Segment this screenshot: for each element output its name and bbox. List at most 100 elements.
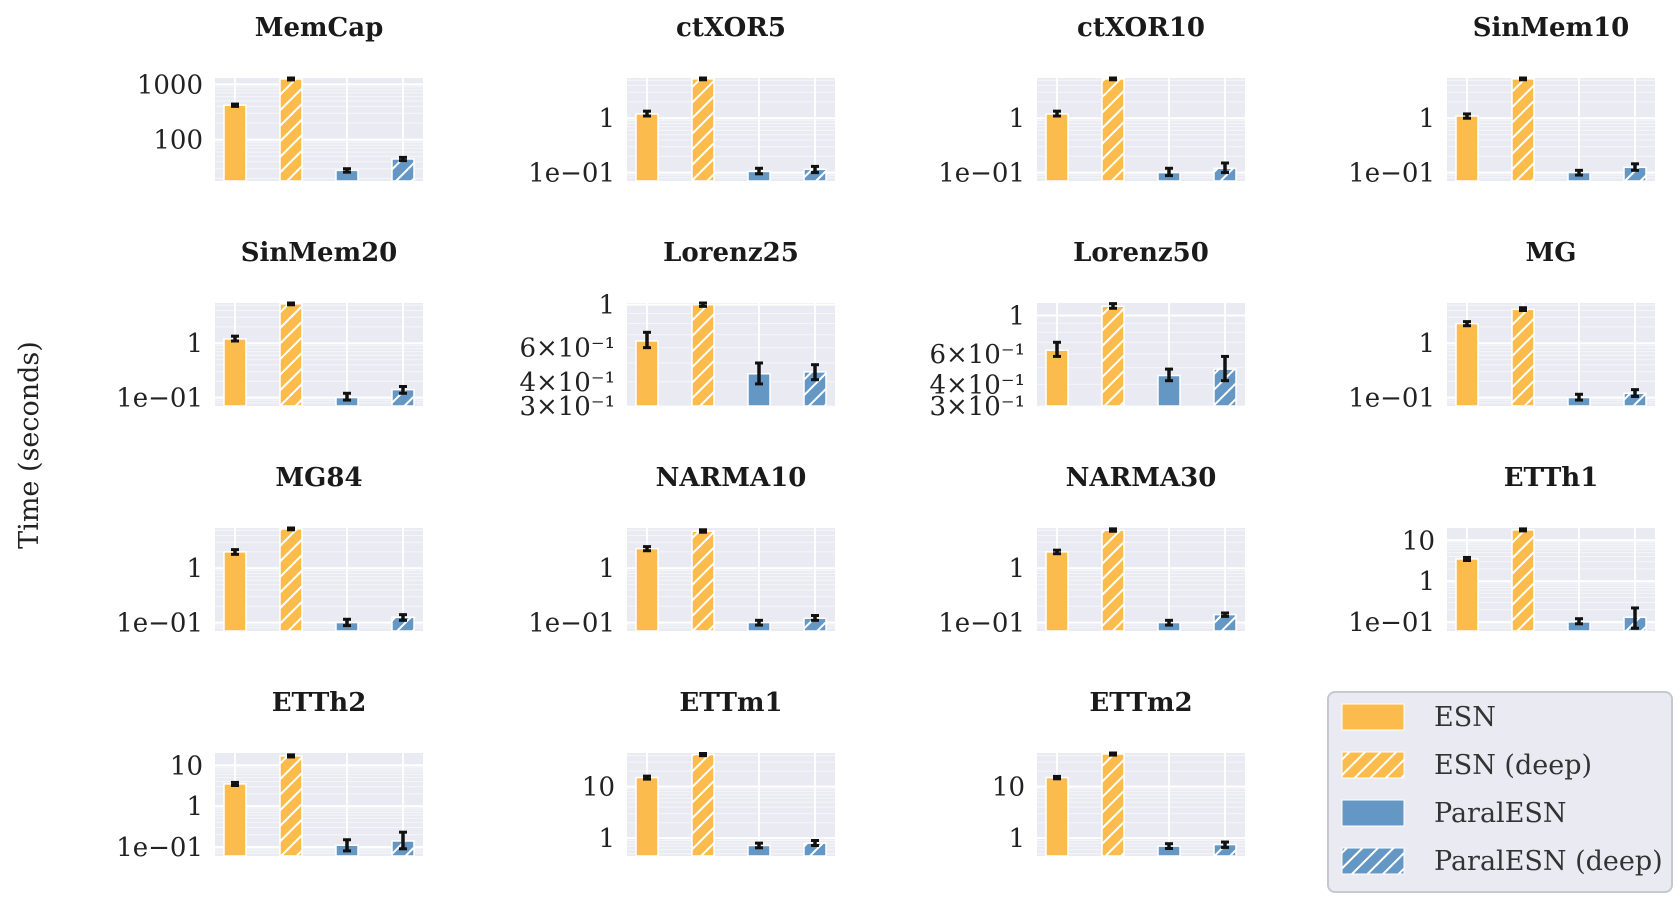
y-tick-label: 1	[1008, 104, 1025, 134]
bar-esn-deep	[1511, 308, 1535, 407]
chart-title: ctXOR5	[676, 13, 786, 43]
chart-title: SinMem10	[1473, 13, 1630, 43]
chart-panel-lorenz50: Lorenz50 3×10⁻¹4×10⁻¹6×10⁻¹ 1	[929, 238, 1245, 422]
bar-esn-deep	[279, 528, 303, 632]
chart-panel-etth1: ETTh1 1e−01 1 10	[1348, 463, 1655, 638]
chart-panel-mg84: MG84 1e−01 1	[116, 463, 423, 639]
bar-esn-deep	[1101, 305, 1125, 407]
chart-title: Lorenz25	[663, 238, 799, 268]
chart-title: ETTm1	[679, 688, 782, 718]
legend-frame	[1327, 691, 1673, 893]
chart-title: MG	[1526, 238, 1577, 268]
chart-title: ETTh2	[272, 688, 367, 718]
y-tick-label: 1	[1418, 329, 1435, 359]
bar-esn-deep	[1101, 78, 1125, 182]
y-tick-label: 6×10⁻¹	[519, 334, 615, 364]
panel-background	[215, 303, 423, 406]
y-tick-label: 1e−01	[528, 159, 615, 189]
bar-esn	[635, 340, 659, 407]
legend-entry-esn: ESN	[1341, 702, 1496, 733]
y-tick-label: 1	[186, 554, 203, 584]
y-tick-label: 1	[186, 329, 203, 359]
chart-panel-mg: MG 1e−01 1	[1348, 238, 1655, 414]
panel-background	[215, 753, 423, 856]
bar-esn	[635, 547, 659, 632]
bar-esn	[1455, 115, 1479, 182]
chart-panel-narma10: NARMA10 1e−01 1	[528, 463, 835, 639]
y-tick-label: 3×10⁻¹	[929, 392, 1025, 422]
bar-esn	[223, 104, 247, 182]
bar-esn	[223, 783, 247, 857]
chart-title: SinMem20	[241, 238, 398, 268]
bar-esn	[1045, 349, 1069, 407]
bar-esn-deep	[691, 753, 715, 857]
y-tick-label: 1	[1418, 104, 1435, 134]
bar-esn	[635, 113, 659, 182]
panel-background	[627, 78, 835, 181]
bar-esn	[223, 338, 247, 407]
y-tick-label: 1	[1008, 301, 1025, 331]
y-tick-label: 1e−01	[1348, 159, 1435, 189]
y-tick-label: 1e−01	[116, 609, 203, 639]
bar-esn	[1045, 776, 1069, 857]
y-tick-label: 1e−01	[938, 159, 1025, 189]
y-tick-label: 100	[153, 126, 203, 156]
bar-esn	[635, 776, 659, 857]
legend-label: ESN (deep)	[1434, 750, 1592, 781]
panel-background	[1447, 303, 1655, 406]
bar-esn	[1045, 551, 1069, 632]
y-tick-label: 1e−01	[116, 384, 203, 414]
legend-label: ParalESN (deep)	[1434, 846, 1663, 877]
legend-entry-esn-deep: ESN (deep)	[1341, 750, 1592, 781]
legend-label: ESN	[1434, 702, 1496, 733]
bar-esn	[223, 551, 247, 632]
chart-panel-ettm1: ETTm1 1 10	[582, 688, 835, 857]
y-tick-label: 6×10⁻¹	[929, 340, 1025, 370]
chart-panel-etth2: ETTh2 1e−01 1 10	[116, 688, 423, 863]
y-tick-label: 4×10⁻¹	[519, 368, 615, 398]
legend-swatch	[1341, 751, 1405, 779]
panel-background	[1447, 78, 1655, 181]
y-tick-label: 1	[598, 554, 615, 584]
chart-panel-ettm2: ETTm2 1 10	[992, 688, 1245, 857]
chart-panel-lorenz25: Lorenz25 3×10⁻¹4×10⁻¹ 6×10⁻¹ 1	[519, 238, 835, 422]
chart-title: MG84	[275, 463, 362, 493]
chart-title: Lorenz50	[1073, 238, 1209, 268]
chart-title: NARMA30	[1066, 463, 1217, 493]
chart-panel-ctxor10: ctXOR10 1e−01 1	[938, 13, 1245, 189]
y-tick-label: 10	[992, 773, 1025, 803]
y-tick-label: 1e−01	[528, 609, 615, 639]
legend-entry-paralesn: ParalESN	[1341, 798, 1567, 829]
bar-esn-deep	[279, 78, 303, 182]
panel-background	[215, 78, 423, 181]
y-tick-label: 1e−01	[1348, 608, 1435, 638]
panel-background	[627, 303, 835, 406]
panel-background	[1037, 303, 1245, 406]
chart-title: MemCap	[255, 13, 384, 43]
bar-esn-deep	[691, 78, 715, 182]
panel-background	[627, 528, 835, 631]
bar-esn-deep	[1511, 529, 1535, 632]
y-tick-label: 10	[582, 773, 615, 803]
chart-title: NARMA10	[656, 463, 807, 493]
panels-grid: MemCap1001000ctXOR51e−011ctXOR101e−011Si…	[116, 13, 1655, 863]
y-tick-label: 10	[170, 751, 203, 781]
y-tick-label: 4×10⁻¹	[929, 370, 1025, 400]
legend-swatch	[1341, 799, 1405, 827]
legend-label: ParalESN	[1434, 798, 1567, 829]
chart-panel-sinmem10: SinMem10 1e−01 1	[1348, 13, 1655, 189]
y-tick-label: 1	[1418, 567, 1435, 597]
chart-panel-narma30: NARMA30 1e−01 1	[938, 463, 1245, 639]
y-tick-label: 1	[186, 792, 203, 822]
bar-esn-deep	[279, 303, 303, 407]
chart-title: ETTh1	[1504, 463, 1599, 493]
panel-background	[1447, 528, 1655, 631]
panel-background	[1037, 528, 1245, 631]
legend-swatch	[1341, 847, 1405, 875]
panel-background	[1037, 78, 1245, 181]
y-axis-label: Time (seconds)	[14, 341, 45, 549]
bar-esn	[1455, 322, 1479, 407]
y-tick-label: 1e−01	[116, 833, 203, 863]
bar-esn	[1455, 558, 1479, 632]
